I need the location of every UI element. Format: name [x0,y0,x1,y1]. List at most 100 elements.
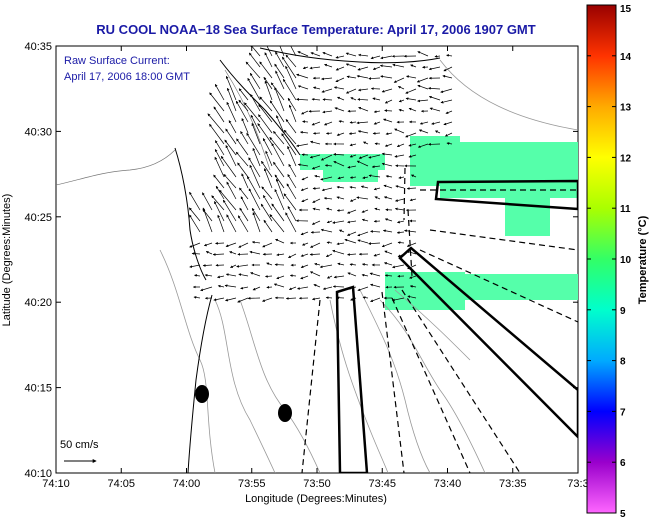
current-vector [418,129,429,134]
current-vector [213,174,225,189]
current-vector [362,176,369,180]
current-vector [320,176,333,181]
current-vector [312,198,321,203]
current-vector [288,286,297,291]
current-vector [203,242,213,247]
current-vector [373,253,381,257]
current-vector [286,183,297,200]
surface-current-vectors [189,46,453,303]
current-vector [241,173,249,189]
current-vector [269,214,285,233]
current-vector [311,165,321,170]
shipping-lane [391,297,471,473]
current-vector [245,61,261,79]
current-vector [345,88,357,94]
current-vector [265,150,273,167]
colorbar-tick-label: 13 [620,103,632,114]
contour-line [214,299,276,473]
current-vector [213,297,225,302]
current-vector [228,120,237,134]
current-vector [417,143,429,148]
current-vector [381,162,393,167]
current-vector [368,77,381,80]
current-vector [349,154,357,158]
current-vector [226,181,237,200]
current-vector [321,88,333,93]
current-vector [287,174,297,189]
current-vector [320,228,333,233]
colorbar-ticks: 5 6 7 8 9 10 11 12 13 14 15 [587,4,632,519]
current-vector [347,165,357,169]
current-vector [407,295,417,299]
current-vector [428,66,441,71]
current-vector [428,95,441,101]
current-vector [347,272,357,277]
current-vector [394,154,405,158]
current-vector [213,106,225,123]
current-vector [338,229,345,233]
current-vector [252,286,261,291]
current-vector [224,284,237,288]
current-vector [358,154,369,159]
current-vector [262,138,273,156]
current-vector [370,297,381,303]
current-vector [398,176,405,179]
current-vector [194,274,201,277]
current-vector [326,241,333,245]
nj-coast [187,294,213,473]
current-vector [368,242,381,245]
current-vector [230,264,237,268]
current-vector [383,184,393,189]
current-vector [300,231,309,236]
current-vector [287,145,297,167]
current-vector [363,141,369,145]
current-vector [410,174,417,178]
x-tick-label: 73:35 [499,478,527,490]
current-vector [370,230,381,233]
current-vector [288,163,297,178]
current-vector [408,107,417,112]
current-vector [249,250,261,255]
current-vector [323,121,333,126]
contour-line [439,59,578,131]
current-vector [332,220,345,224]
current-vector [241,118,249,134]
current-vector [202,207,213,233]
current-vector [384,218,393,222]
current-vector [312,187,321,190]
current-vector [346,75,357,79]
current-vector [320,154,333,161]
current-vector [274,63,285,79]
current-vector [238,273,249,277]
current-vector [238,99,249,112]
current-vector [247,176,261,200]
current-vector [373,110,381,114]
current-vector [381,152,393,156]
current-vector [288,253,297,258]
current-vector [249,164,261,189]
shipping-lanes [301,167,578,473]
current-vector [301,176,309,181]
colorbar-tick-label: 7 [620,407,626,418]
current-vector [212,253,225,256]
current-vector [360,185,369,189]
current-vector [235,100,249,123]
contour-line [394,289,471,361]
current-vector [263,194,273,211]
current-vector [349,121,357,124]
current-vector [260,203,273,222]
shipping-lane [403,167,406,221]
current-vector [274,188,285,211]
current-vector [289,274,297,278]
current-vector [380,55,393,60]
current-vector [302,66,309,70]
current-vector [417,99,429,103]
current-vector [261,160,273,178]
current-vector [333,275,345,279]
current-vector [362,296,369,299]
current-vector [301,198,309,203]
current-vector [257,123,273,145]
current-vector [189,191,201,211]
current-vector [417,84,429,90]
current-vector [393,77,405,83]
